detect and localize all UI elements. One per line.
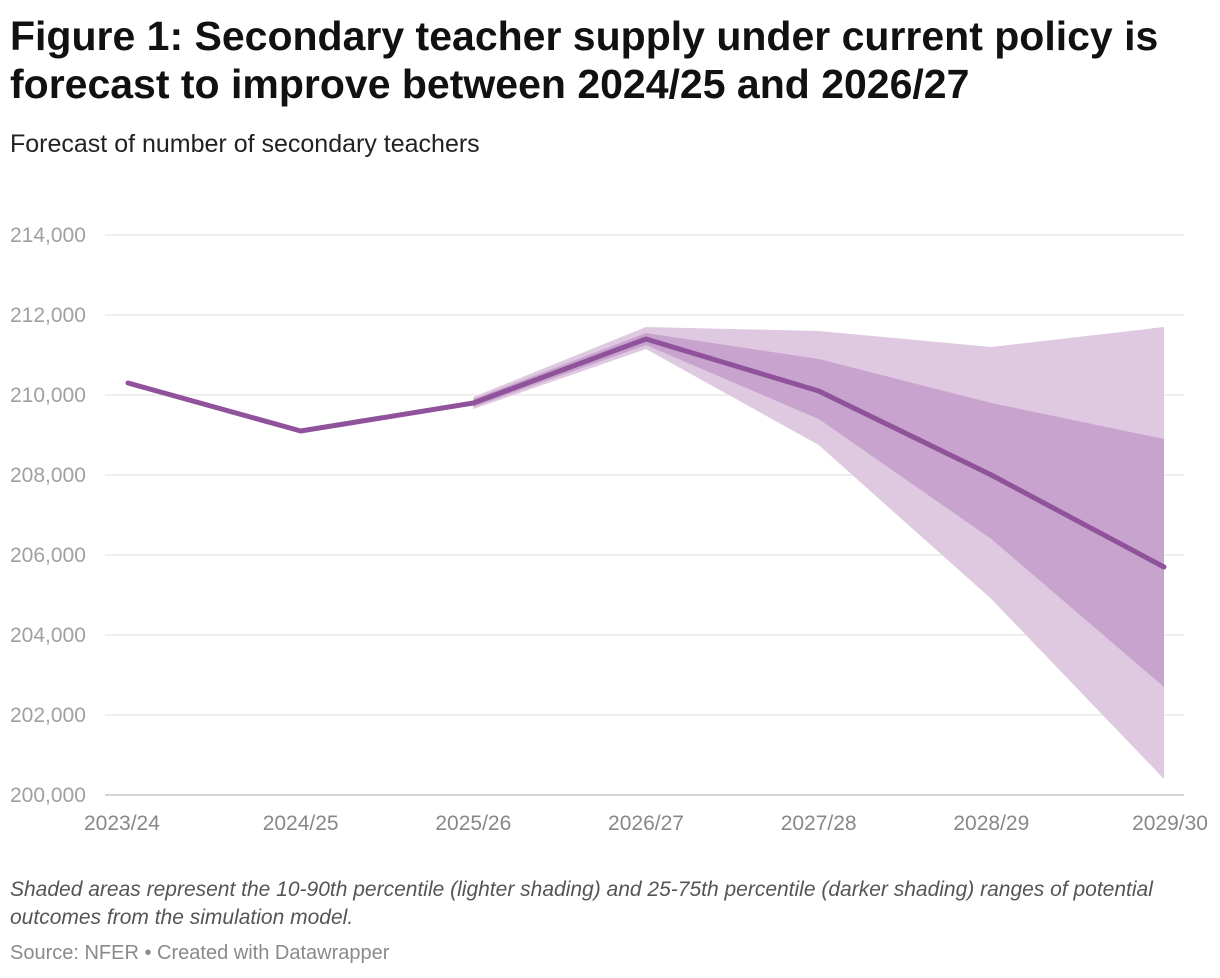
forecast-line-group xyxy=(125,336,1167,570)
y-tick-label: 202,000 xyxy=(10,704,86,727)
x-tick-label: 2024/25 xyxy=(263,812,339,835)
band-25-75-percentile xyxy=(473,333,1164,687)
y-tick-label: 212,000 xyxy=(10,304,86,327)
line-chart: 200,000 202,000 204,000 206,000 208,000 210,0… xyxy=(10,224,1208,835)
y-axis: 200,000 202,000 204,000 206,000 208,000 210,0… xyxy=(10,224,86,807)
x-tick-label: 2025/26 xyxy=(435,812,511,835)
x-tick-label: 2029/30 xyxy=(1132,812,1208,835)
y-tick-label: 200,000 xyxy=(10,784,86,807)
percentile-bands xyxy=(473,327,1164,779)
x-tick-label: 2026/27 xyxy=(608,812,684,835)
x-tick-label: 2028/29 xyxy=(953,812,1029,835)
grid-lines xyxy=(105,234,1184,796)
y-tick-label: 204,000 xyxy=(10,624,86,647)
chart-source: Source: NFER • Created with Datawrapper xyxy=(10,942,390,964)
y-tick-label: 210,000 xyxy=(10,384,86,407)
chart-title: Figure 1: Secondary teacher supply under… xyxy=(10,13,1159,107)
y-tick-label: 214,000 xyxy=(10,224,86,247)
x-tick-label: 2023/24 xyxy=(84,812,160,835)
y-tick-label: 208,000 xyxy=(10,464,86,487)
x-axis: 2023/24 2024/25 2025/26 2026/27 2027/28 2028/… xyxy=(84,812,1208,835)
chart-subtitle: Forecast of number of secondary teachers xyxy=(10,130,480,158)
x-tick-label: 2027/28 xyxy=(781,812,857,835)
y-tick-label: 206,000 xyxy=(10,544,86,567)
chart-notes: Shaded areas represent the 10-90th perce… xyxy=(10,878,1153,929)
